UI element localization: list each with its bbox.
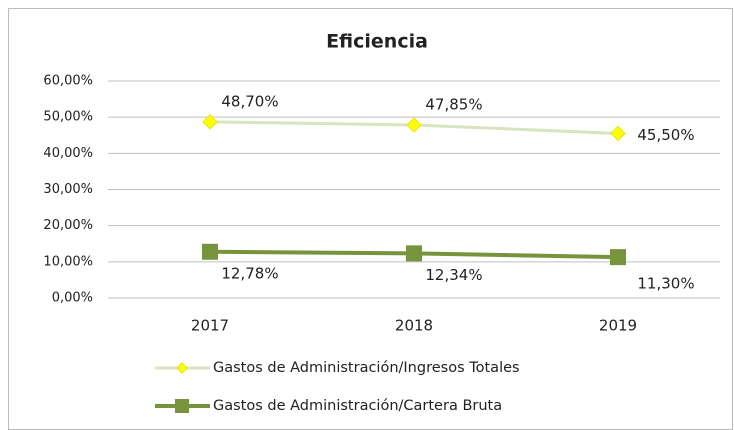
data-label: 47,85% <box>425 95 482 113</box>
x-tick-label: 2018 <box>395 317 433 335</box>
data-point <box>610 249 626 266</box>
y-tick-label: 50,00% <box>43 110 93 125</box>
data-point <box>406 245 422 262</box>
legend-marker <box>176 362 188 374</box>
y-tick-label: 0,00% <box>52 291 93 306</box>
data-label: 45,50% <box>637 126 694 144</box>
y-tick-label: 10,00% <box>43 254 93 269</box>
data-label: 12,34% <box>425 266 482 284</box>
data-point <box>202 243 218 260</box>
data-label: 11,30% <box>637 275 694 293</box>
x-tick-label: 2019 <box>599 317 637 335</box>
x-tick-label: 2017 <box>191 317 229 335</box>
data-point <box>406 117 422 133</box>
y-tick-label: 40,00% <box>43 146 93 161</box>
data-point <box>610 125 626 142</box>
data-point <box>202 114 218 130</box>
data-label: 48,70% <box>221 92 278 110</box>
y-tick-label: 60,00% <box>43 74 93 89</box>
legend-label: Gastos de Administración/Ingresos Totale… <box>213 360 520 376</box>
data-label: 12,78% <box>221 264 278 282</box>
y-tick-label: 20,00% <box>43 218 93 233</box>
y-tick-label: 30,00% <box>43 182 93 197</box>
legend-label: Gastos de Administración/Cartera Bruta <box>213 398 502 414</box>
chart-title: Eficiencia <box>326 31 428 53</box>
chart-frame <box>8 8 733 430</box>
legend-marker <box>175 399 189 413</box>
